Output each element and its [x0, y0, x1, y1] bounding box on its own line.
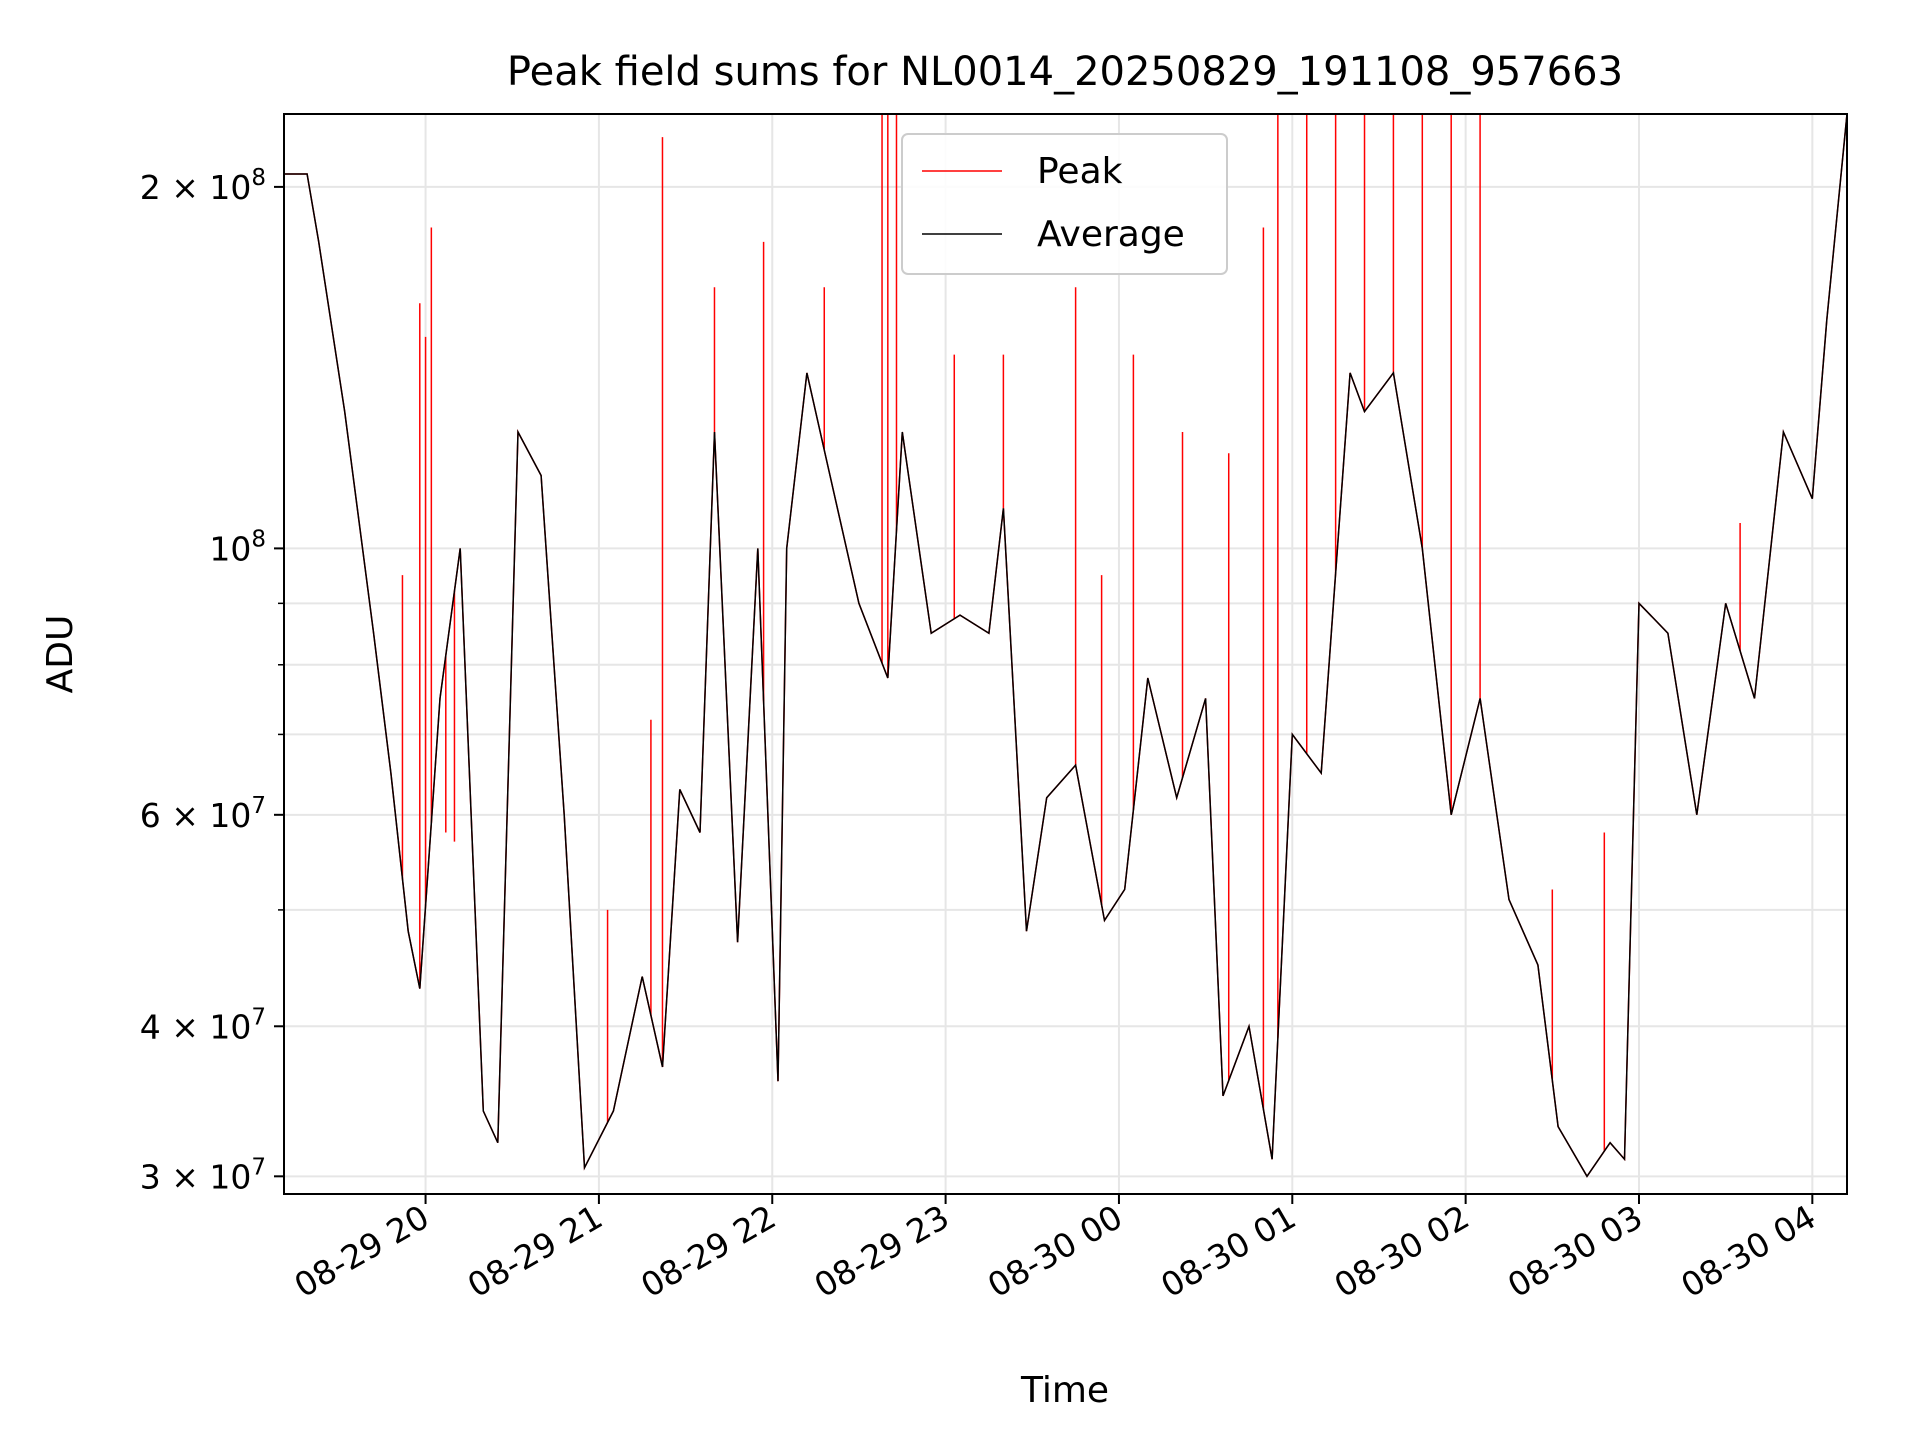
y-tick-label: 108: [209, 526, 266, 568]
chart-title: Peak field sums for NL0014_20250829_1911…: [507, 49, 1623, 95]
legend-box: [901, 133, 1228, 275]
legend-average-label: Average: [1037, 214, 1185, 255]
y-tick-label: 2 × 108: [140, 165, 266, 207]
y-tick-label: 4 × 107: [140, 1004, 266, 1046]
plot-frame: [283, 113, 1848, 1195]
y-axis-label: ADU: [40, 615, 81, 694]
average-line: [284, 114, 1847, 1178]
y-axis: 3 × 107 4 × 107 6 × 107 108 2 × 108: [140, 165, 284, 1196]
legend-peak-label: Peak: [1037, 151, 1123, 192]
grid: [284, 114, 1847, 1194]
legend: Peak Average: [901, 133, 1228, 275]
y-tick-label: 6 × 107: [140, 793, 266, 835]
y-tick-label: 3 × 107: [140, 1154, 266, 1196]
series-layer: [284, 114, 1847, 1178]
x-axis-label: Time: [1020, 1370, 1109, 1411]
